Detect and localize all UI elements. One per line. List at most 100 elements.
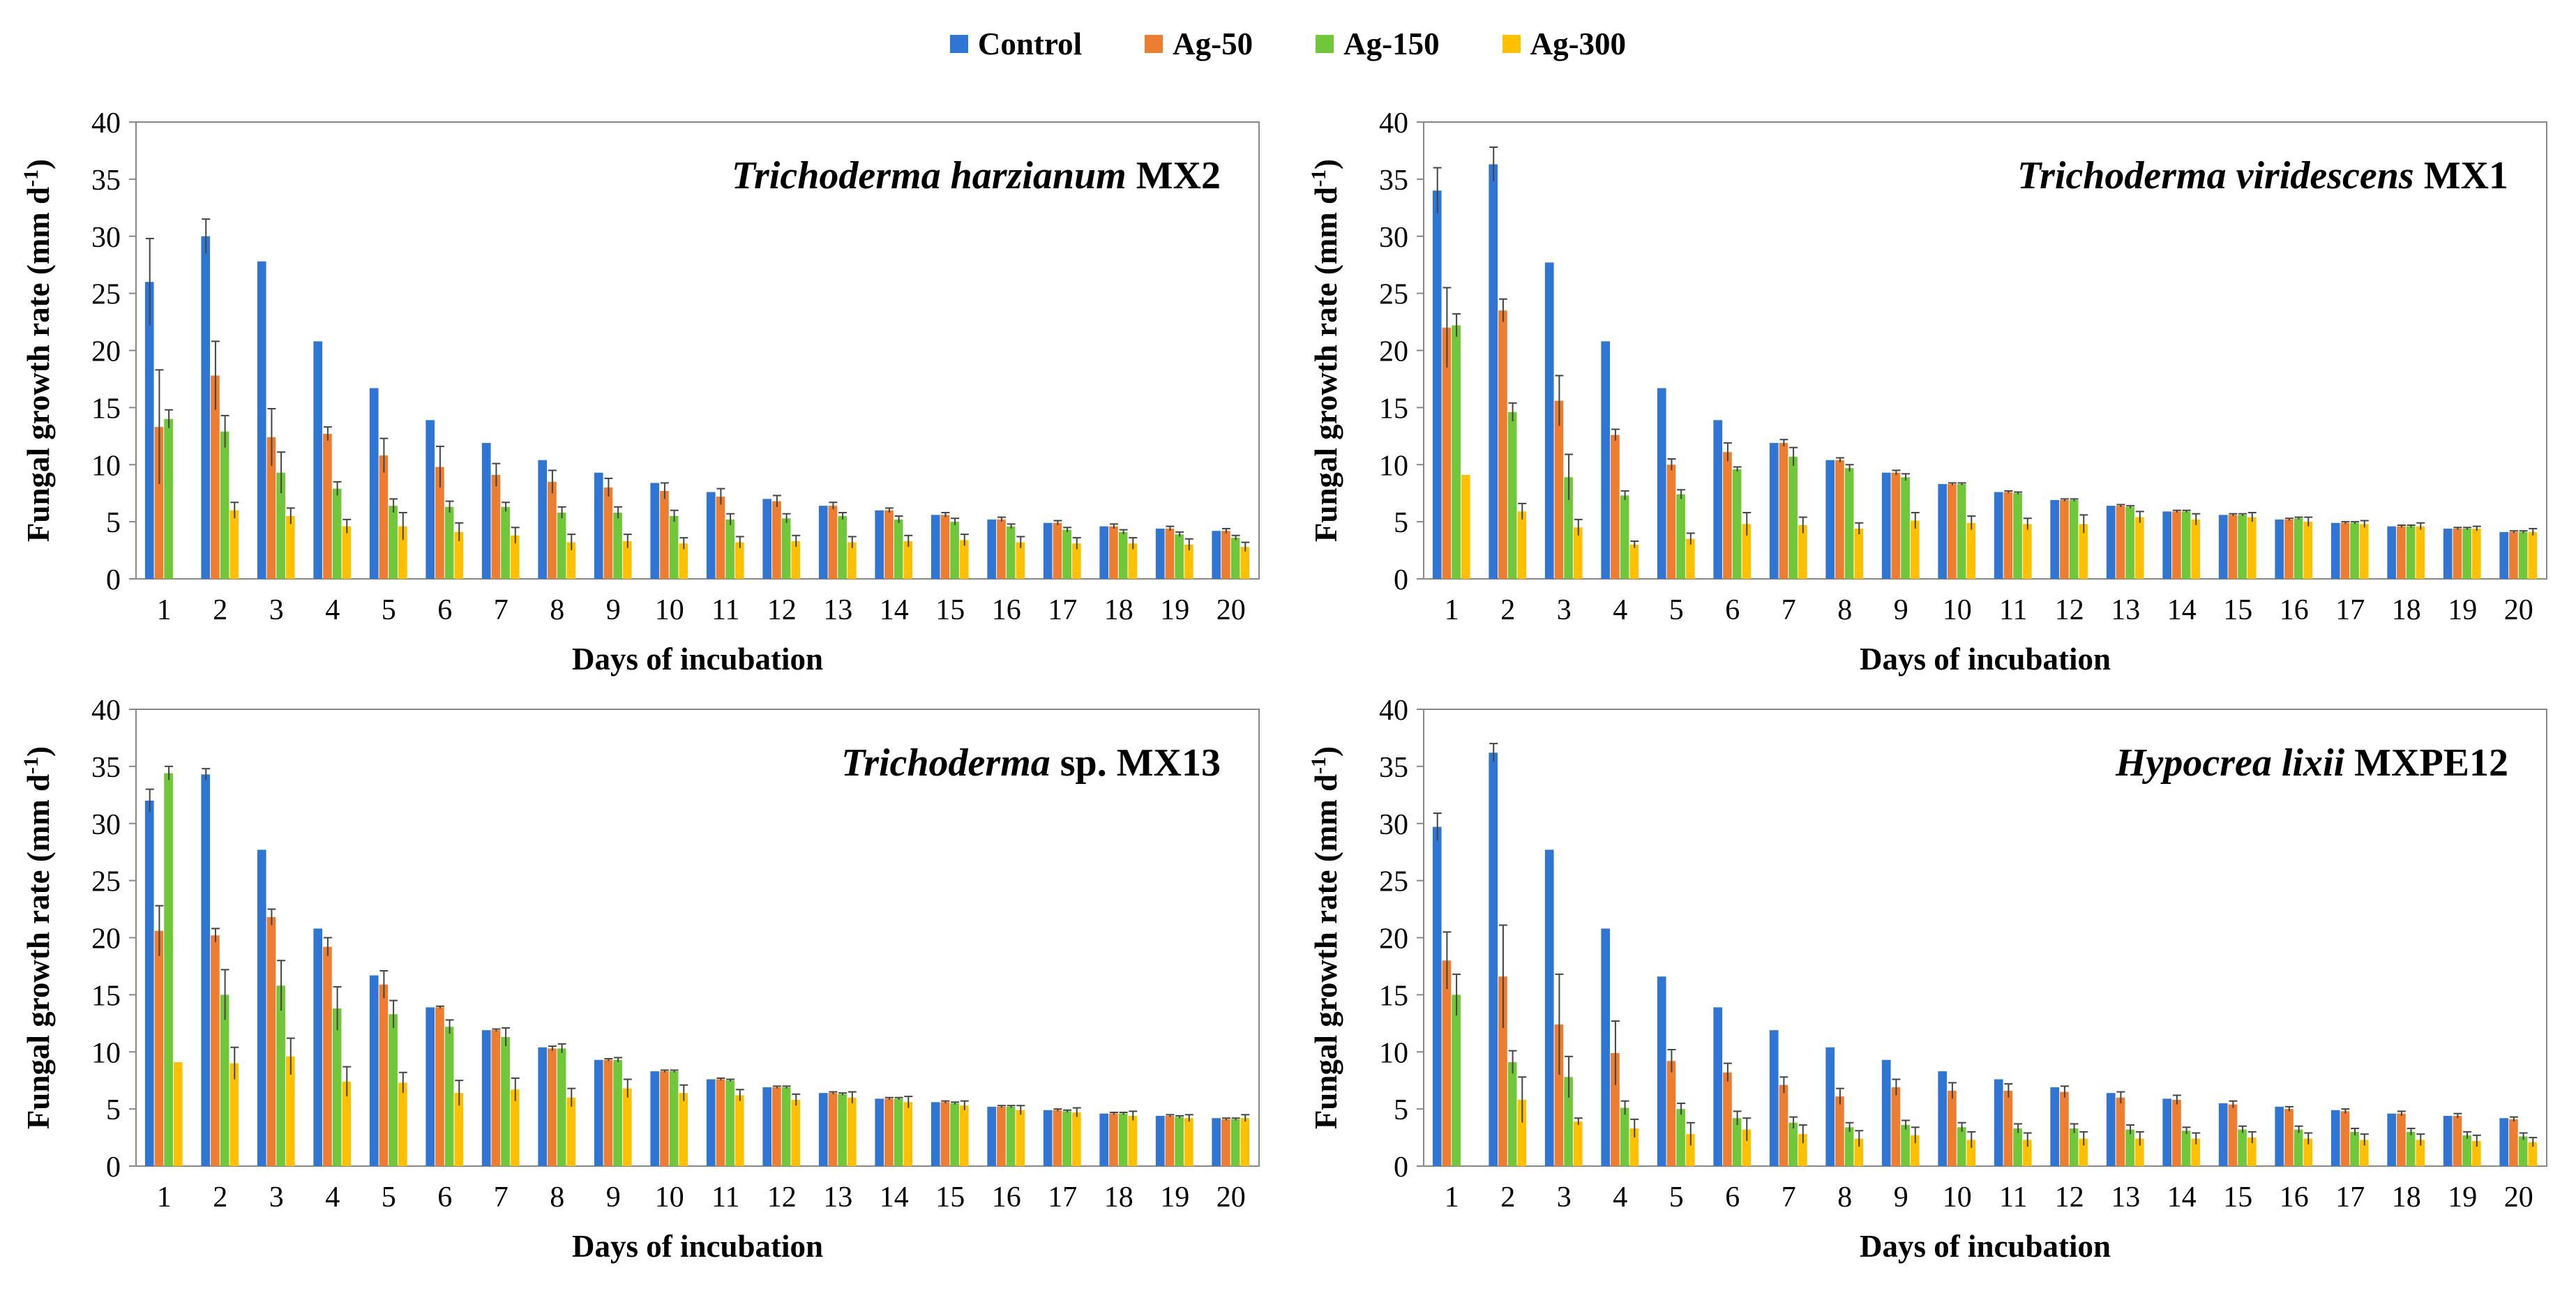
x-axis-label: Days of incubation <box>1860 1229 2111 1264</box>
x-tick-label: 17 <box>2335 1181 2365 1214</box>
bar-ag-300-day-11 <box>2022 524 2032 579</box>
bar-ag-150-day-11 <box>725 1080 735 1166</box>
bar-ag-300-day-8 <box>566 1097 576 1166</box>
x-tick-label: 18 <box>2392 1181 2421 1214</box>
y-tick-label: 0 <box>1394 1151 1408 1184</box>
bar-control-day-6 <box>425 1007 435 1166</box>
y-axis-label: Fungal growth rate (mm d-1) <box>1307 746 1343 1129</box>
bar-control-day-10 <box>1938 484 1948 579</box>
bar-ag-150-day-12 <box>781 1087 791 1166</box>
x-tick-label: 12 <box>767 594 797 626</box>
bar-control-day-15 <box>2218 1103 2228 1166</box>
bar-ag-150-day-10 <box>669 515 679 579</box>
bar-ag-50-day-18 <box>1109 1113 1118 1166</box>
bar-ag-300-day-5 <box>398 526 407 579</box>
bar-ag-300-day-12 <box>791 541 801 579</box>
x-tick-label: 9 <box>1894 1181 1908 1214</box>
x-tick-label: 14 <box>2167 594 2197 626</box>
bar-ag-300-day-16 <box>1016 542 1025 579</box>
x-tick-label: 3 <box>269 594 284 626</box>
y-tick-label: 0 <box>106 564 121 596</box>
x-tick-label: 9 <box>1894 594 1908 626</box>
bar-ag-300-day-5 <box>1685 538 1695 579</box>
bar-ag-50-day-16 <box>997 1106 1006 1166</box>
x-tick-label: 16 <box>2280 1181 2309 1214</box>
x-tick-label: 5 <box>382 594 396 626</box>
bar-control-day-8 <box>538 460 548 579</box>
x-tick-label: 19 <box>2448 1181 2477 1214</box>
bar-ag-150-day-17 <box>1062 529 1071 579</box>
bar-control-day-3 <box>1544 262 1554 579</box>
x-tick-label: 16 <box>992 1181 1021 1214</box>
bar-ag-150-day-15 <box>2238 515 2247 579</box>
bar-ag-300-day-14 <box>903 1102 913 1166</box>
bar-ag-150-day-17 <box>2350 1131 2359 1166</box>
bar-ag-50-day-3 <box>266 437 276 579</box>
bar-ag-300-day-11 <box>735 542 744 579</box>
y-tick-label: 20 <box>91 923 121 955</box>
x-tick-label: 3 <box>1557 1181 1572 1214</box>
bar-control-day-8 <box>538 1047 548 1166</box>
y-tick-label: 15 <box>91 980 121 1012</box>
bar-control-day-13 <box>818 1093 828 1166</box>
bar-ag-300-day-8 <box>566 542 576 579</box>
bar-ag-50-day-12 <box>2060 1091 2069 1166</box>
chart-legend: Control Ag-50 Ag-150 Ag-300 <box>0 20 2576 68</box>
bar-ag-300-day-3 <box>1573 1121 1583 1166</box>
x-tick-label: 11 <box>711 1181 739 1214</box>
bar-ag-300-day-14 <box>903 541 913 579</box>
x-tick-label: 11 <box>711 594 739 626</box>
x-tick-label: 5 <box>1669 594 1684 626</box>
bar-ag-150-day-8 <box>557 1048 566 1166</box>
bar-control-day-11 <box>1994 492 2003 579</box>
bar-ag-150-day-18 <box>2406 1131 2416 1166</box>
x-tick-label: 16 <box>992 594 1021 626</box>
bar-ag-50-day-10 <box>1948 1090 1957 1166</box>
x-tick-label: 10 <box>1943 1181 1972 1214</box>
x-tick-label: 20 <box>2504 594 2533 626</box>
bar-ag-300-day-3 <box>1573 527 1583 579</box>
bar-ag-150-day-11 <box>2013 1128 2022 1166</box>
x-tick-label: 8 <box>550 594 564 626</box>
bar-ag-300-day-6 <box>454 531 464 579</box>
bar-ag-50-day-8 <box>1835 460 1844 579</box>
bar-ag-150-day-8 <box>557 513 566 579</box>
bar-ag-300-day-10 <box>1966 522 1976 579</box>
bar-control-day-18 <box>2387 526 2397 579</box>
bar-control-day-15 <box>2218 515 2228 579</box>
bar-control-day-5 <box>369 388 379 579</box>
y-axis-label: Fungal growth rate (mm d-1) <box>20 746 56 1129</box>
bar-ag-50-day-2 <box>1498 976 1507 1166</box>
y-tick-label: 35 <box>1379 752 1408 784</box>
bar-control-day-12 <box>762 499 772 579</box>
bar-ag-300-day-13 <box>2134 517 2144 579</box>
bar-ag-50-day-19 <box>2453 528 2462 579</box>
bar-ag-150-day-8 <box>1844 468 1854 579</box>
x-tick-label: 8 <box>550 1181 564 1214</box>
bar-ag-150-day-19 <box>1175 534 1184 579</box>
x-tick-label: 13 <box>2111 594 2140 626</box>
x-tick-label: 12 <box>767 1181 797 1214</box>
bar-ag-150-day-18 <box>1118 1113 1128 1166</box>
bar-ag-300-day-16 <box>2303 1138 2313 1166</box>
bar-ag-150-day-5 <box>1676 494 1685 579</box>
bar-control-day-1 <box>1432 190 1442 579</box>
legend-label-ag-300: Ag-300 <box>1530 27 1627 61</box>
y-tick-label: 25 <box>1379 279 1408 311</box>
bar-ag-50-day-17 <box>1053 1110 1062 1166</box>
bar-ag-150-day-10 <box>669 1071 679 1166</box>
x-axis-label: Days of incubation <box>1860 642 2111 677</box>
x-tick-label: 2 <box>213 1181 227 1214</box>
bar-control-day-11 <box>706 492 716 579</box>
bar-ag-50-day-20 <box>1221 531 1230 579</box>
bar-ag-300-day-4 <box>1629 1128 1639 1166</box>
bar-ag-300-day-7 <box>1798 1134 1807 1166</box>
bar-control-day-8 <box>1825 1047 1835 1166</box>
y-tick-label: 25 <box>1379 866 1408 898</box>
bar-ag-300-day-6 <box>454 1093 464 1166</box>
x-tick-label: 12 <box>2055 594 2084 626</box>
bar-ag-50-day-12 <box>2060 500 2069 579</box>
bar-ag-50-day-14 <box>884 1098 894 1166</box>
y-tick-label: 40 <box>91 107 121 139</box>
x-tick-label: 4 <box>1613 1181 1627 1214</box>
